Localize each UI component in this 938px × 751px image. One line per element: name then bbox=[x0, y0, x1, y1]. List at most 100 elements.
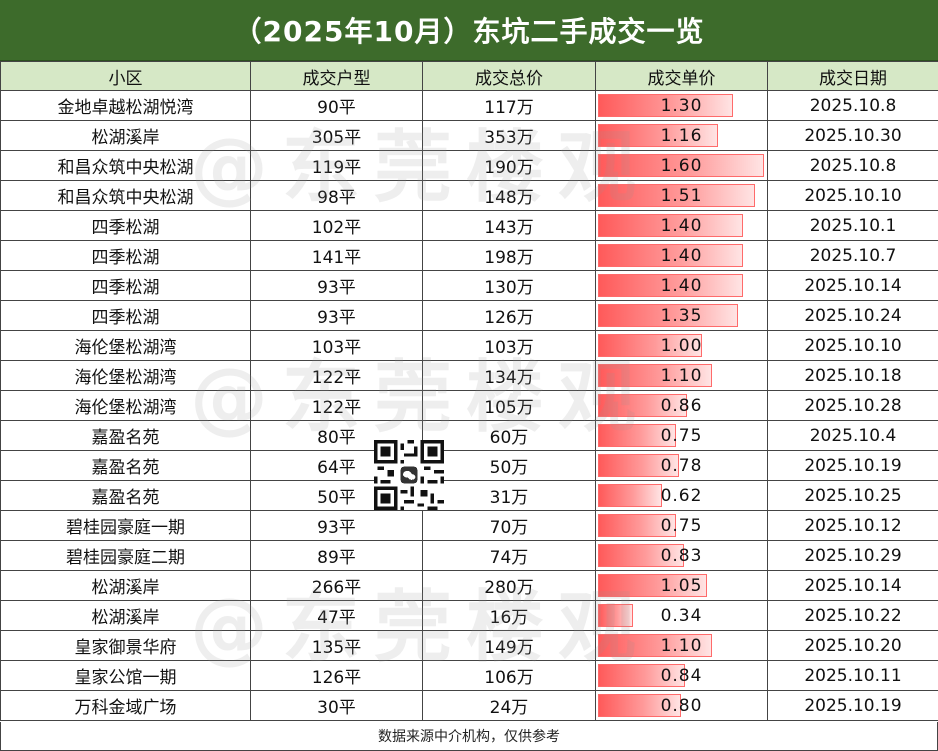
community-cell: 皇家公馆一期 bbox=[0, 660, 251, 691]
unit-price-value: 0.84 bbox=[660, 665, 703, 686]
layout-cell: 93平 bbox=[250, 510, 423, 541]
unit-price-cell: 0.86 bbox=[595, 390, 768, 421]
unit-price-value: 0.78 bbox=[660, 455, 703, 476]
unit-price-cell: 0.75 bbox=[595, 420, 768, 451]
unit-price-bar bbox=[598, 124, 718, 147]
total-price-cell: 31万 bbox=[422, 480, 596, 511]
date-cell: 2025.10.7 bbox=[767, 240, 938, 271]
header-date: 成交日期 bbox=[767, 61, 938, 91]
unit-price-value: 1.10 bbox=[660, 365, 703, 386]
unit-price-value: 0.75 bbox=[660, 515, 703, 536]
table-row: 嘉盈名苑 64平 50万 0.78 2025.10.19 bbox=[0, 450, 938, 481]
layout-cell: 89平 bbox=[250, 540, 423, 571]
unit-price-cell: 1.10 bbox=[595, 360, 768, 391]
layout-cell: 141平 bbox=[250, 240, 423, 271]
unit-price-bar bbox=[598, 94, 733, 117]
layout-cell: 135平 bbox=[250, 630, 423, 661]
community-cell: 松湖溪岸 bbox=[0, 600, 251, 631]
layout-cell: 93平 bbox=[250, 300, 423, 331]
unit-price-bar bbox=[598, 244, 743, 267]
unit-price-bar bbox=[598, 694, 681, 717]
unit-price-value: 1.35 bbox=[660, 305, 703, 326]
layout-cell: 122平 bbox=[250, 390, 423, 421]
community-cell: 碧桂园豪庭一期 bbox=[0, 510, 251, 541]
unit-price-bar bbox=[598, 664, 685, 687]
table-row: 松湖溪岸 266平 280万 1.05 2025.10.14 bbox=[0, 570, 938, 601]
unit-price-bar bbox=[598, 214, 743, 237]
total-price-cell: 148万 bbox=[422, 180, 596, 211]
layout-cell: 98平 bbox=[250, 180, 423, 211]
total-price-cell: 280万 bbox=[422, 570, 596, 601]
header-total-price: 成交总价 bbox=[422, 61, 596, 91]
unit-price-bar bbox=[598, 334, 702, 357]
unit-price-value: 1.05 bbox=[660, 575, 703, 596]
date-cell: 2025.10.14 bbox=[767, 270, 938, 301]
unit-price-value: 0.86 bbox=[660, 395, 703, 416]
unit-price-value: 0.62 bbox=[660, 485, 703, 506]
table-row: 松湖溪岸 305平 353万 1.16 2025.10.30 bbox=[0, 120, 938, 151]
table-row: 海伦堡松湖湾 122平 105万 0.86 2025.10.28 bbox=[0, 390, 938, 421]
page-title: （2025年10月）东坑二手成交一览 bbox=[0, 0, 938, 61]
unit-price-bar bbox=[598, 484, 662, 507]
table-row: 和昌众筑中央松湖 119平 190万 1.60 2025.10.8 bbox=[0, 150, 938, 181]
total-price-cell: 134万 bbox=[422, 360, 596, 391]
unit-price-cell: 1.40 bbox=[595, 270, 768, 301]
community-cell: 嘉盈名苑 bbox=[0, 450, 251, 481]
total-price-cell: 50万 bbox=[422, 450, 596, 481]
unit-price-cell: 1.16 bbox=[595, 120, 768, 151]
table-row: 碧桂园豪庭一期 93平 70万 0.75 2025.10.12 bbox=[0, 510, 938, 541]
unit-price-bar bbox=[598, 424, 676, 447]
community-cell: 嘉盈名苑 bbox=[0, 480, 251, 511]
table-row: 四季松湖 93平 126万 1.35 2025.10.24 bbox=[0, 300, 938, 331]
layout-cell: 93平 bbox=[250, 270, 423, 301]
community-cell: 海伦堡松湖湾 bbox=[0, 390, 251, 421]
unit-price-cell: 1.10 bbox=[595, 630, 768, 661]
unit-price-bar bbox=[598, 454, 679, 477]
table-row: 皇家公馆一期 126平 106万 0.84 2025.10.11 bbox=[0, 660, 938, 691]
unit-price-value: 0.80 bbox=[660, 695, 703, 716]
total-price-cell: 130万 bbox=[422, 270, 596, 301]
date-cell: 2025.10.14 bbox=[767, 570, 938, 601]
layout-cell: 126平 bbox=[250, 660, 423, 691]
layout-cell: 90平 bbox=[250, 90, 423, 121]
unit-price-value: 0.83 bbox=[660, 545, 703, 566]
table-row: 松湖溪岸 47平 16万 0.34 2025.10.22 bbox=[0, 600, 938, 631]
data-source-note: 数据来源中介机构，仅供参考 bbox=[0, 722, 938, 751]
table-header-row: 小区 成交户型 成交总价 成交单价 成交日期 bbox=[0, 61, 938, 91]
layout-cell: 103平 bbox=[250, 330, 423, 361]
table-row: 万科金域广场 30平 24万 0.80 2025.10.19 bbox=[0, 690, 938, 721]
total-price-cell: 106万 bbox=[422, 660, 596, 691]
table-row: 海伦堡松湖湾 122平 134万 1.10 2025.10.18 bbox=[0, 360, 938, 391]
table-row: 金地卓越松湖悦湾 90平 117万 1.30 2025.10.8 bbox=[0, 90, 938, 121]
community-cell: 松湖溪岸 bbox=[0, 120, 251, 151]
date-cell: 2025.10.24 bbox=[767, 300, 938, 331]
community-cell: 四季松湖 bbox=[0, 240, 251, 271]
unit-price-bar bbox=[598, 604, 633, 627]
community-cell: 海伦堡松湖湾 bbox=[0, 330, 251, 361]
unit-price-cell: 1.51 bbox=[595, 180, 768, 211]
community-cell: 四季松湖 bbox=[0, 210, 251, 241]
unit-price-value: 1.16 bbox=[660, 125, 703, 146]
unit-price-value: 1.30 bbox=[660, 95, 703, 116]
total-price-cell: 353万 bbox=[422, 120, 596, 151]
unit-price-value: 1.40 bbox=[660, 275, 703, 296]
unit-price-bar bbox=[598, 514, 676, 537]
total-price-cell: 143万 bbox=[422, 210, 596, 241]
unit-price-cell: 0.62 bbox=[595, 480, 768, 511]
unit-price-bar bbox=[598, 634, 712, 657]
unit-price-value: 1.60 bbox=[660, 155, 703, 176]
unit-price-cell: 1.35 bbox=[595, 300, 768, 331]
table-row: 皇家御景华府 135平 149万 1.10 2025.10.20 bbox=[0, 630, 938, 661]
layout-cell: 266平 bbox=[250, 570, 423, 601]
unit-price-value: 1.51 bbox=[660, 185, 703, 206]
header-layout: 成交户型 bbox=[250, 61, 423, 91]
unit-price-value: 1.00 bbox=[660, 335, 703, 356]
unit-price-cell: 1.30 bbox=[595, 90, 768, 121]
qr-code-icon bbox=[374, 440, 444, 510]
unit-price-cell: 0.75 bbox=[595, 510, 768, 541]
community-cell: 金地卓越松湖悦湾 bbox=[0, 90, 251, 121]
table-row: 嘉盈名苑 80平 60万 0.75 2025.10.4 bbox=[0, 420, 938, 451]
table-row: 碧桂园豪庭二期 89平 74万 0.83 2025.10.29 bbox=[0, 540, 938, 571]
table-row: 海伦堡松湖湾 103平 103万 1.00 2025.10.10 bbox=[0, 330, 938, 361]
unit-price-bar bbox=[598, 574, 707, 597]
